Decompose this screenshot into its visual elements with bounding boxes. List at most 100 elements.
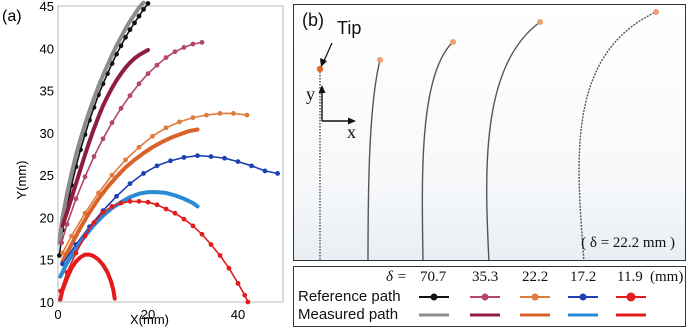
data-point-22.2: [123, 157, 128, 163]
data-point-11.9: [235, 280, 241, 286]
data-point-35.3: [181, 45, 187, 50]
data-point-11.9: [226, 265, 232, 271]
y-tick-label: 45: [40, 0, 54, 14]
data-point-35.3: [136, 81, 142, 87]
data-point-70.7: [145, 1, 151, 6]
panel-b-label: (b): [302, 10, 324, 30]
data-point-70.7: [123, 34, 128, 40]
data-point-70.7: [136, 13, 142, 19]
y-tick-label: 10: [40, 295, 54, 310]
x-tick-label: 0: [54, 307, 61, 322]
data-point-70.7: [118, 43, 124, 49]
data-point-22.2: [163, 125, 169, 131]
data-point-17.2: [114, 193, 119, 199]
rod-2: [367, 59, 381, 260]
data-point-17.2: [127, 181, 133, 187]
rod-photo: [294, 5, 685, 260]
tick-labels: 10 15 20 25 30 35 40 45 0 20 40: [40, 0, 246, 322]
data-point-35.3: [91, 154, 97, 159]
data-point-11.9: [154, 202, 160, 208]
data-point-11.9: [245, 299, 251, 305]
data-point-17.2: [275, 171, 280, 176]
series-group: [56, 0, 280, 305]
y-tick-label: 30: [40, 126, 54, 141]
data-point-35.3: [190, 41, 196, 47]
series-line-measured-22.2: [60, 127, 200, 264]
data-point-11.9: [199, 231, 205, 237]
rod-5-tip: [653, 9, 659, 15]
y-axis-label: Y(mm): [14, 161, 29, 200]
photo-x-label: x: [347, 122, 356, 142]
data-point-11.9: [172, 210, 178, 216]
tip-arrow: [322, 42, 333, 64]
legend-value-0: 70.7: [420, 269, 447, 285]
data-point-17.2: [154, 163, 160, 169]
data-point-22.2: [190, 115, 196, 121]
data-point-70.7: [127, 27, 133, 33]
legend-unit: (mm): [650, 269, 684, 285]
legend-reference-marker: [626, 292, 636, 302]
data-point-11.9: [217, 253, 223, 258]
data-point-22.2: [109, 172, 115, 178]
tip-arrowhead: [320, 58, 327, 67]
data-point-11.9: [82, 233, 88, 239]
tip-marker: [316, 65, 324, 73]
legend-value-1: 35.3: [472, 269, 499, 285]
data-point-35.3: [118, 105, 124, 111]
legend-reference-marker: [531, 293, 539, 301]
data-point-22.2: [136, 144, 142, 150]
legend-reference-marker: [579, 293, 587, 301]
data-point-11.9: [190, 223, 196, 229]
data-point-35.3: [154, 62, 160, 68]
data-point-35.3: [100, 136, 106, 142]
x-axis-label: X(mm): [130, 312, 169, 327]
legend: δ = 70.7 35.3 22.2 17.2 11.9 (mm) Refere…: [293, 266, 686, 327]
data-point-22.2: [150, 133, 155, 139]
data-point-22.2: [231, 111, 236, 116]
data-point-35.3: [127, 93, 133, 99]
data-point-17.2: [222, 155, 227, 161]
data-point-11.9: [118, 200, 124, 206]
data-point-11.9: [109, 204, 115, 209]
data-point-11.9: [91, 220, 97, 225]
data-point-11.9: [145, 199, 151, 205]
data-point-17.2: [195, 153, 200, 159]
legend-value-4: 11.9: [617, 269, 643, 285]
data-point-70.7: [141, 6, 146, 12]
y-tick-label: 40: [40, 41, 54, 56]
x-arrowhead: [348, 117, 356, 125]
data-point-17.2: [181, 154, 187, 160]
plot-frame: [57, 5, 284, 303]
y-tick-label: 25: [40, 168, 54, 183]
data-point-22.2: [177, 119, 182, 125]
data-point-35.3: [64, 221, 70, 227]
series-line-reference-17.2: [61, 154, 279, 265]
rod-5: [578, 11, 657, 260]
data-point-11.9: [73, 250, 79, 256]
legend-swatches: [419, 292, 646, 317]
data-point-35.3: [82, 174, 88, 180]
y-tick-label: 35: [40, 84, 54, 99]
data-point-11.9: [127, 198, 133, 204]
delta-note: ( δ = 22.2 mm ): [581, 235, 675, 251]
data-point-11.9: [208, 242, 214, 247]
data-point-11.9: [163, 206, 169, 212]
data-point-11.9: [136, 198, 142, 204]
data-point-17.2: [235, 159, 241, 165]
y-tick-label: 15: [40, 253, 54, 268]
rod-4: [486, 21, 541, 260]
data-point-35.3: [59, 240, 64, 246]
series-line-measured-35.3: [60, 48, 150, 228]
data-point-70.7: [132, 20, 137, 26]
series-line-measured-17.2: [58, 190, 200, 279]
data-point-22.2: [204, 112, 209, 118]
data-point-35.3: [73, 196, 79, 202]
data-point-35.3: [145, 71, 151, 77]
rod-2-tip: [377, 57, 383, 63]
legend-row-reference: Reference path: [298, 288, 401, 305]
legend-value-2: 22.2: [522, 269, 549, 285]
data-point-22.2: [69, 233, 74, 239]
trajectory-chart: 10 15 20 25 30 35 40 45 0 20 40 (a) X(mm) Y(mm): [2, 0, 284, 327]
data-point-35.3: [199, 39, 205, 45]
legend-reference-marker: [430, 293, 438, 301]
